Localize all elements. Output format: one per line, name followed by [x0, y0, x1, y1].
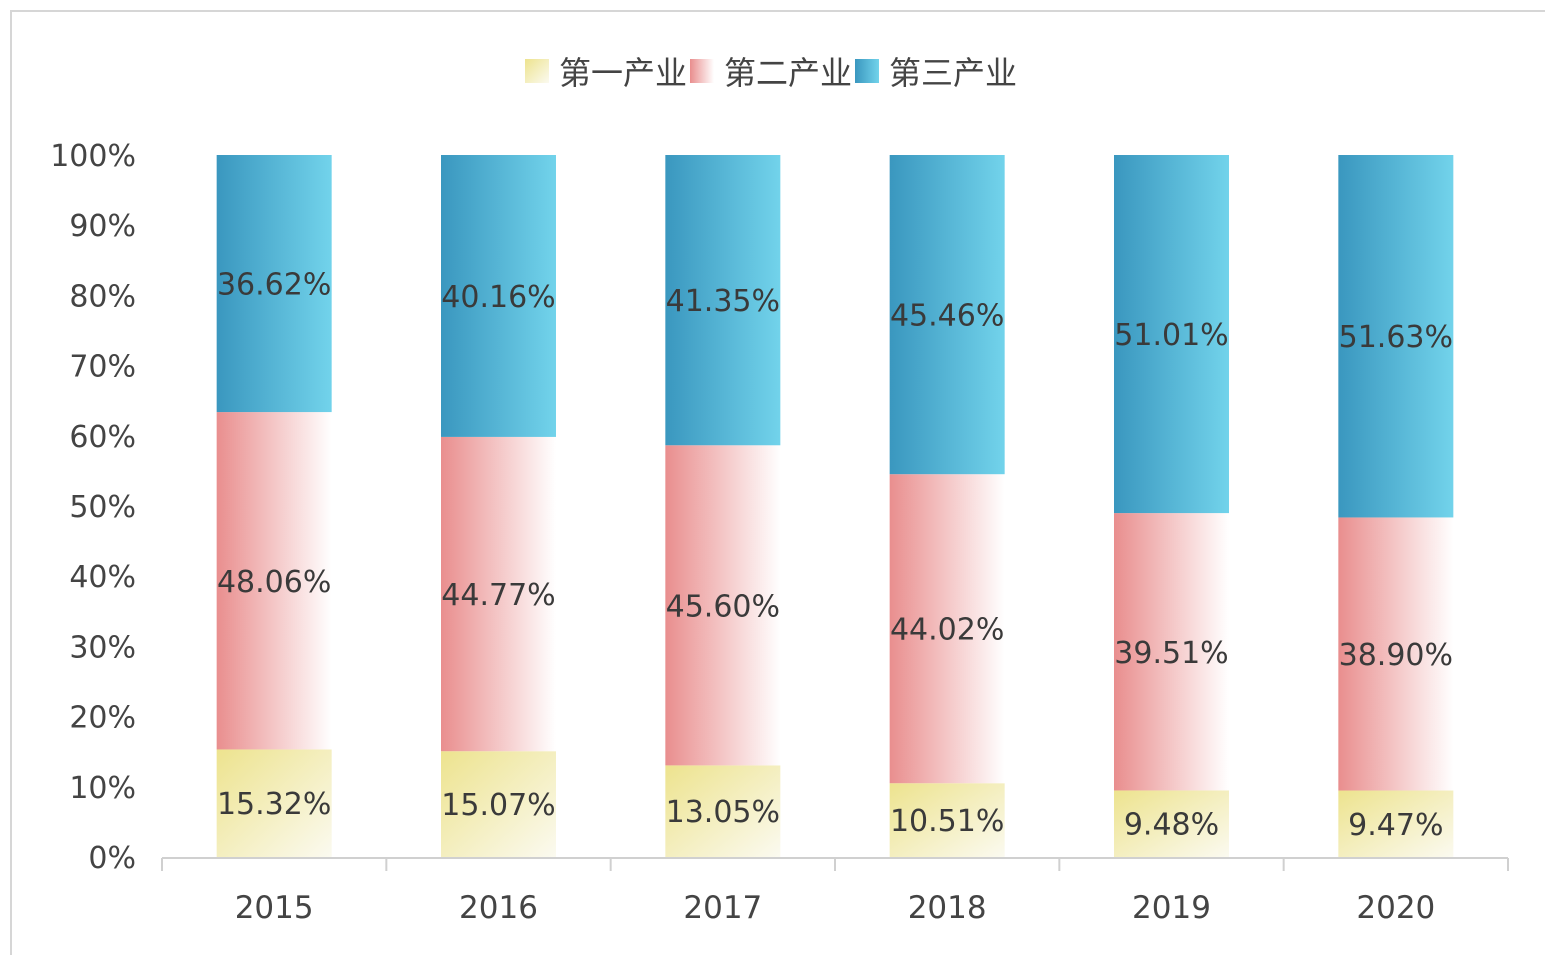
bar-tertiary-2016 — [441, 155, 556, 437]
legend-swatch-primary — [524, 59, 549, 83]
legend-item-tertiary: 第三产业 — [855, 48, 1017, 94]
y-tick-label: 90% — [69, 209, 136, 244]
y-tick-label: 50% — [69, 490, 136, 525]
data-label-tertiary-2018: 45.46% — [890, 299, 1004, 334]
x-tick-label-2017: 2017 — [683, 890, 762, 926]
y-tick-label: 80% — [69, 279, 136, 314]
y-tick-label: 10% — [69, 771, 136, 806]
data-label-primary-2019: 9.48% — [1124, 808, 1219, 843]
x-tick-label-2019: 2019 — [1132, 890, 1211, 926]
bar-tertiary-2020 — [1338, 155, 1454, 518]
legend-label-tertiary: 第三产业 — [889, 54, 1018, 92]
data-label-primary-2015: 15.32% — [217, 787, 331, 822]
y-tick-label: 40% — [69, 560, 136, 595]
data-labels-group: 15.32% 48.06% 36.62% 15.07% 44.77% 40.16% 13.0… — [217, 268, 1453, 843]
y-tick-label: 60% — [69, 420, 136, 455]
y-tick-label: 0% — [88, 841, 136, 876]
data-label-tertiary-2016: 40.16% — [441, 280, 555, 315]
bar-primary-2019 — [1114, 790, 1229, 857]
data-label-secondary-2020: 38.90% — [1339, 638, 1453, 673]
data-label-secondary-2017: 45.60% — [666, 589, 780, 624]
data-label-tertiary-2020: 51.63% — [1339, 320, 1453, 355]
bar-primary-2017 — [665, 765, 781, 857]
bars-group — [216, 155, 1454, 857]
data-label-tertiary-2015: 36.62% — [217, 268, 331, 303]
bar-secondary-2020 — [1338, 517, 1454, 791]
chart-frame — [10, 10, 1545, 955]
y-tick-label: 30% — [69, 630, 136, 665]
bar-secondary-2016 — [441, 436, 556, 752]
data-label-primary-2017: 13.05% — [666, 795, 780, 830]
data-label-primary-2018: 10.51% — [890, 804, 1004, 839]
y-tick-label: 100% — [50, 139, 136, 174]
legend-swatch-tertiary — [855, 59, 879, 83]
x-tick-label-2020: 2020 — [1356, 890, 1435, 926]
y-tick-label: 20% — [69, 701, 136, 736]
legend-item-secondary: 第二产业 — [689, 48, 852, 94]
y-tick-label: 70% — [69, 350, 136, 385]
data-label-secondary-2015: 48.06% — [217, 565, 331, 600]
data-label-secondary-2016: 44.77% — [441, 578, 555, 613]
bar-tertiary-2017 — [665, 155, 781, 446]
bar-secondary-2015 — [216, 412, 332, 750]
data-label-primary-2016: 15.07% — [441, 788, 555, 823]
bar-tertiary-2018 — [889, 155, 1005, 475]
data-label-primary-2020: 9.47% — [1348, 808, 1443, 843]
bar-tertiary-2015 — [216, 155, 332, 413]
bar-primary-2020 — [1338, 790, 1454, 857]
axes-group: 2015 2016 2017 2018 2019 2020 0% 10% 20% 30% 40% 50… — [50, 139, 1509, 926]
data-label-tertiary-2019: 51.01% — [1114, 318, 1228, 353]
legend-label-primary: 第一产业 — [558, 54, 687, 92]
x-tick-label-2015: 2015 — [235, 890, 314, 926]
data-label-tertiary-2017: 41.35% — [666, 284, 780, 319]
bar-primary-2018 — [889, 783, 1005, 857]
bar-tertiary-2019 — [1114, 155, 1229, 514]
bar-secondary-2018 — [889, 474, 1005, 784]
legend-swatch-secondary — [689, 59, 714, 83]
bar-primary-2016 — [441, 751, 556, 857]
legend-label-secondary: 第二产业 — [723, 54, 852, 92]
legend-item-primary: 第一产业 — [524, 48, 687, 94]
bar-secondary-2019 — [1114, 513, 1229, 791]
legend: 第一产业 第二产业 第三产业 — [0, 48, 1545, 94]
bar-secondary-2017 — [665, 445, 781, 766]
x-tick-label-2018: 2018 — [908, 890, 987, 926]
x-tick-label-2016: 2016 — [459, 890, 538, 926]
data-label-secondary-2019: 39.51% — [1114, 636, 1228, 671]
bar-primary-2015 — [216, 749, 332, 857]
data-label-secondary-2018: 44.02% — [890, 613, 1004, 648]
